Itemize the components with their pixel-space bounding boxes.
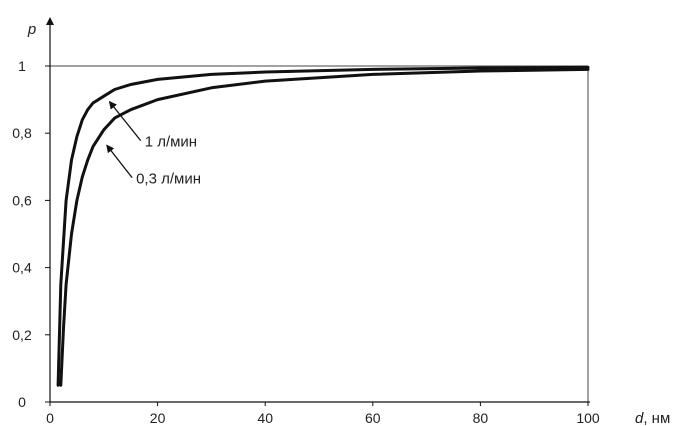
axes: 0 0,2 0,4 0,6 0,8 1 0 20 40 60 80 100 p d, нм <box>12 17 670 426</box>
annotation-arrow-0 <box>108 100 142 142</box>
y-axis-label: p <box>27 21 36 38</box>
annotation-label-0: 1 л/мин <box>145 134 197 151</box>
x-axis-label: d, нм <box>635 410 670 426</box>
x-tick-label: 100 <box>576 410 600 426</box>
x-tick-label: 40 <box>257 410 273 426</box>
x-tick-label: 0 <box>46 410 54 426</box>
x-axis-label-var: d <box>635 410 644 426</box>
x-axis-label-unit: , нм <box>643 410 670 426</box>
x-tick-label: 60 <box>365 410 381 426</box>
series-layer <box>56 65 590 387</box>
x-tick-label: 80 <box>473 410 489 426</box>
y-tick-label: 0,4 <box>12 260 32 276</box>
annotation-label-1: 0,3 л/мин <box>136 171 201 188</box>
y-tick-label: 0,2 <box>12 327 32 343</box>
annotation-arrow-1 <box>106 144 133 179</box>
y-tick-label: 1 <box>18 58 26 74</box>
y-tick-label: 0 <box>18 394 26 410</box>
annotation-layer: 1 л/мин 0,3 л/мин <box>106 100 201 188</box>
y-tick-label: 0,6 <box>12 192 32 208</box>
series-line-0 <box>56 65 590 387</box>
series-line-1 <box>59 67 590 387</box>
x-tick-label: 20 <box>150 410 166 426</box>
y-tick-label: 0,8 <box>12 125 32 141</box>
